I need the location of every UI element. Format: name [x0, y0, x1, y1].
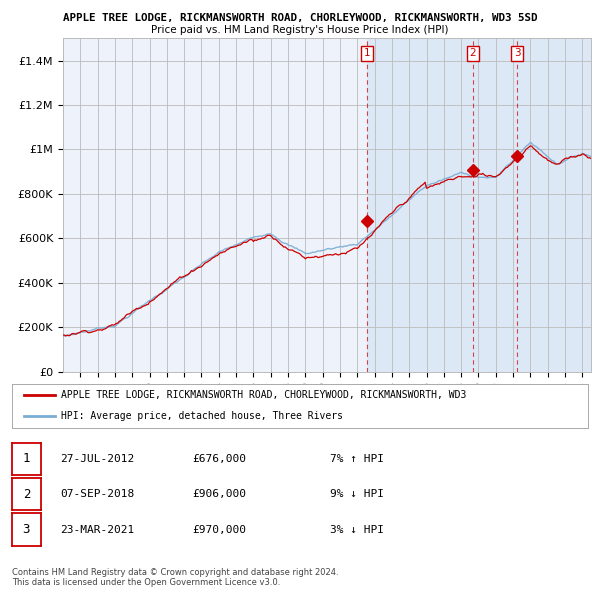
Text: HPI: Average price, detached house, Three Rivers: HPI: Average price, detached house, Thre…: [61, 411, 343, 421]
Text: 07-SEP-2018: 07-SEP-2018: [60, 489, 134, 499]
Text: £676,000: £676,000: [192, 454, 246, 464]
Text: APPLE TREE LODGE, RICKMANSWORTH ROAD, CHORLEYWOOD, RICKMANSWORTH, WD3 5SD: APPLE TREE LODGE, RICKMANSWORTH ROAD, CH…: [63, 13, 537, 23]
Text: 3: 3: [23, 523, 30, 536]
Text: 7% ↑ HPI: 7% ↑ HPI: [330, 454, 384, 464]
Text: 1: 1: [23, 452, 30, 466]
Text: 27-JUL-2012: 27-JUL-2012: [60, 454, 134, 464]
Text: £970,000: £970,000: [192, 525, 246, 535]
Text: 23-MAR-2021: 23-MAR-2021: [60, 525, 134, 535]
Text: £906,000: £906,000: [192, 489, 246, 499]
Text: Price paid vs. HM Land Registry's House Price Index (HPI): Price paid vs. HM Land Registry's House …: [151, 25, 449, 35]
Text: 3: 3: [514, 48, 520, 58]
Text: 2: 2: [23, 487, 30, 501]
Bar: [367, 38, 591, 372]
Text: 9% ↓ HPI: 9% ↓ HPI: [330, 489, 384, 499]
Text: 3% ↓ HPI: 3% ↓ HPI: [330, 525, 384, 535]
Text: APPLE TREE LODGE, RICKMANSWORTH ROAD, CHORLEYWOOD, RICKMANSWORTH, WD3: APPLE TREE LODGE, RICKMANSWORTH ROAD, CH…: [61, 391, 466, 401]
Text: 1: 1: [364, 48, 370, 58]
Text: 2: 2: [470, 48, 476, 58]
Text: Contains HM Land Registry data © Crown copyright and database right 2024.
This d: Contains HM Land Registry data © Crown c…: [12, 568, 338, 587]
